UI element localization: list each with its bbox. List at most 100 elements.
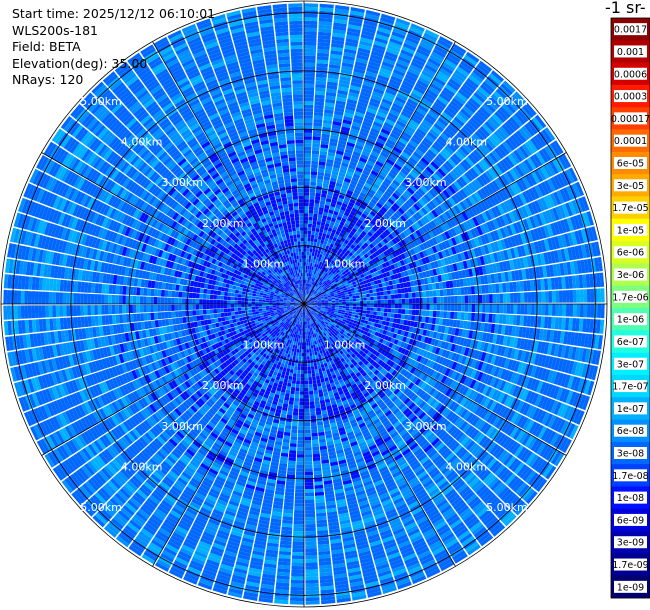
ppi-gate (366, 297, 371, 301)
ppi-gate (332, 236, 337, 242)
ppi-gate (451, 119, 463, 130)
ppi-gate (393, 146, 403, 154)
ppi-gate (386, 188, 394, 195)
ppi-gate (393, 289, 398, 294)
ppi-gate (414, 286, 419, 292)
ppi-gate (314, 267, 318, 272)
ppi-gate (344, 312, 349, 316)
ppi-gate (403, 77, 416, 86)
ppi-gate (304, 297, 306, 301)
ppi-gate (347, 233, 353, 239)
ppi-gate (317, 171, 325, 177)
ppi-gate (447, 52, 461, 63)
ppi-gate (307, 230, 312, 235)
ppi-gate (382, 57, 396, 66)
ppi-gate (313, 291, 317, 295)
ppi-gate (315, 287, 318, 291)
ppi-gate (318, 257, 322, 262)
ppi-gate (317, 364, 322, 369)
ppi-gate (359, 306, 364, 310)
ppi-gate (355, 166, 363, 173)
ppi-gate (597, 304, 602, 318)
ppi-gate (341, 202, 348, 208)
ppi-gate (312, 132, 321, 137)
ppi-gate (304, 255, 307, 259)
ppi-gate (318, 31, 332, 37)
ppi-gate (346, 141, 355, 148)
ppi-gate (309, 284, 312, 288)
ppi-gate (364, 114, 375, 121)
ppi-gate (456, 66, 470, 77)
ppi-gate (308, 272, 311, 277)
ppi-gate (359, 233, 365, 239)
ppi-gate (317, 250, 321, 254)
ppi-gate (399, 194, 408, 203)
ppi-gate (304, 248, 307, 252)
ppi-gate (416, 162, 425, 171)
ppi-gate (354, 111, 365, 118)
ppi-gate (548, 291, 553, 303)
ppi-gate (375, 229, 382, 236)
ppi-gate (319, 7, 334, 12)
ppi-gate (412, 113, 423, 122)
ppi-gate (319, 228, 324, 233)
ppi-gate (386, 290, 391, 295)
ppi-gate (388, 217, 395, 224)
ppi-gate (307, 338, 310, 343)
ppi-gate (304, 297, 307, 301)
ppi-gate (321, 218, 327, 223)
ppi-gate (386, 48, 400, 56)
ppi-gate (427, 57, 441, 68)
ppi-gate (450, 46, 465, 57)
ppi-gate (392, 192, 400, 200)
ppi-gate (395, 160, 404, 168)
ppi-gate (322, 233, 327, 238)
ppi-gate (304, 244, 307, 249)
ppi-gate (322, 244, 327, 249)
ppi-gate (349, 301, 353, 304)
ppi-gate (449, 100, 462, 111)
ppi-gate (304, 283, 307, 287)
ppi-gate (501, 103, 514, 116)
ppi-gate (364, 144, 373, 151)
ppi-gate (386, 158, 395, 166)
ppi-gate (359, 176, 367, 183)
ppi-gate (440, 132, 451, 143)
ppi-gate (370, 300, 374, 304)
ppi-gate (377, 307, 381, 312)
ppi-gate (355, 141, 365, 147)
ppi-gate (387, 44, 401, 53)
ppi-gate (365, 13, 380, 20)
ppi-gate (467, 312, 472, 321)
ppi-gate (304, 27, 317, 32)
ppi-gate (397, 313, 402, 319)
ppi-gate (373, 144, 383, 151)
ppi-gate (326, 265, 331, 270)
ppi-gate (363, 297, 367, 301)
ppi-gate (304, 108, 314, 112)
ppi-gate (351, 125, 361, 131)
ppi-gate (405, 176, 414, 184)
ppi-gate (457, 148, 467, 159)
ppi-gate (354, 201, 362, 207)
ppi-gate (398, 304, 402, 309)
ppi-gate (382, 125, 392, 133)
ppi-gate (386, 138, 396, 147)
ppi-gate (328, 64, 341, 69)
ppi-gate (366, 67, 379, 75)
ppi-gate (387, 112, 399, 120)
ppi-gate (527, 304, 532, 315)
ppi-gate (370, 307, 374, 311)
ppi-gate (353, 114, 364, 121)
ppi-gate (349, 85, 361, 91)
ppi-gate (323, 179, 330, 185)
ppi-gate (474, 66, 488, 78)
ppi-gate (326, 274, 330, 278)
ppi-gate (357, 227, 363, 234)
ppi-gate (491, 113, 504, 126)
ppi-gate (478, 60, 492, 73)
ppi-gate (408, 309, 413, 315)
ppi-gate (376, 292, 381, 296)
ppi-gate (374, 37, 388, 45)
ppi-gate (339, 76, 351, 82)
